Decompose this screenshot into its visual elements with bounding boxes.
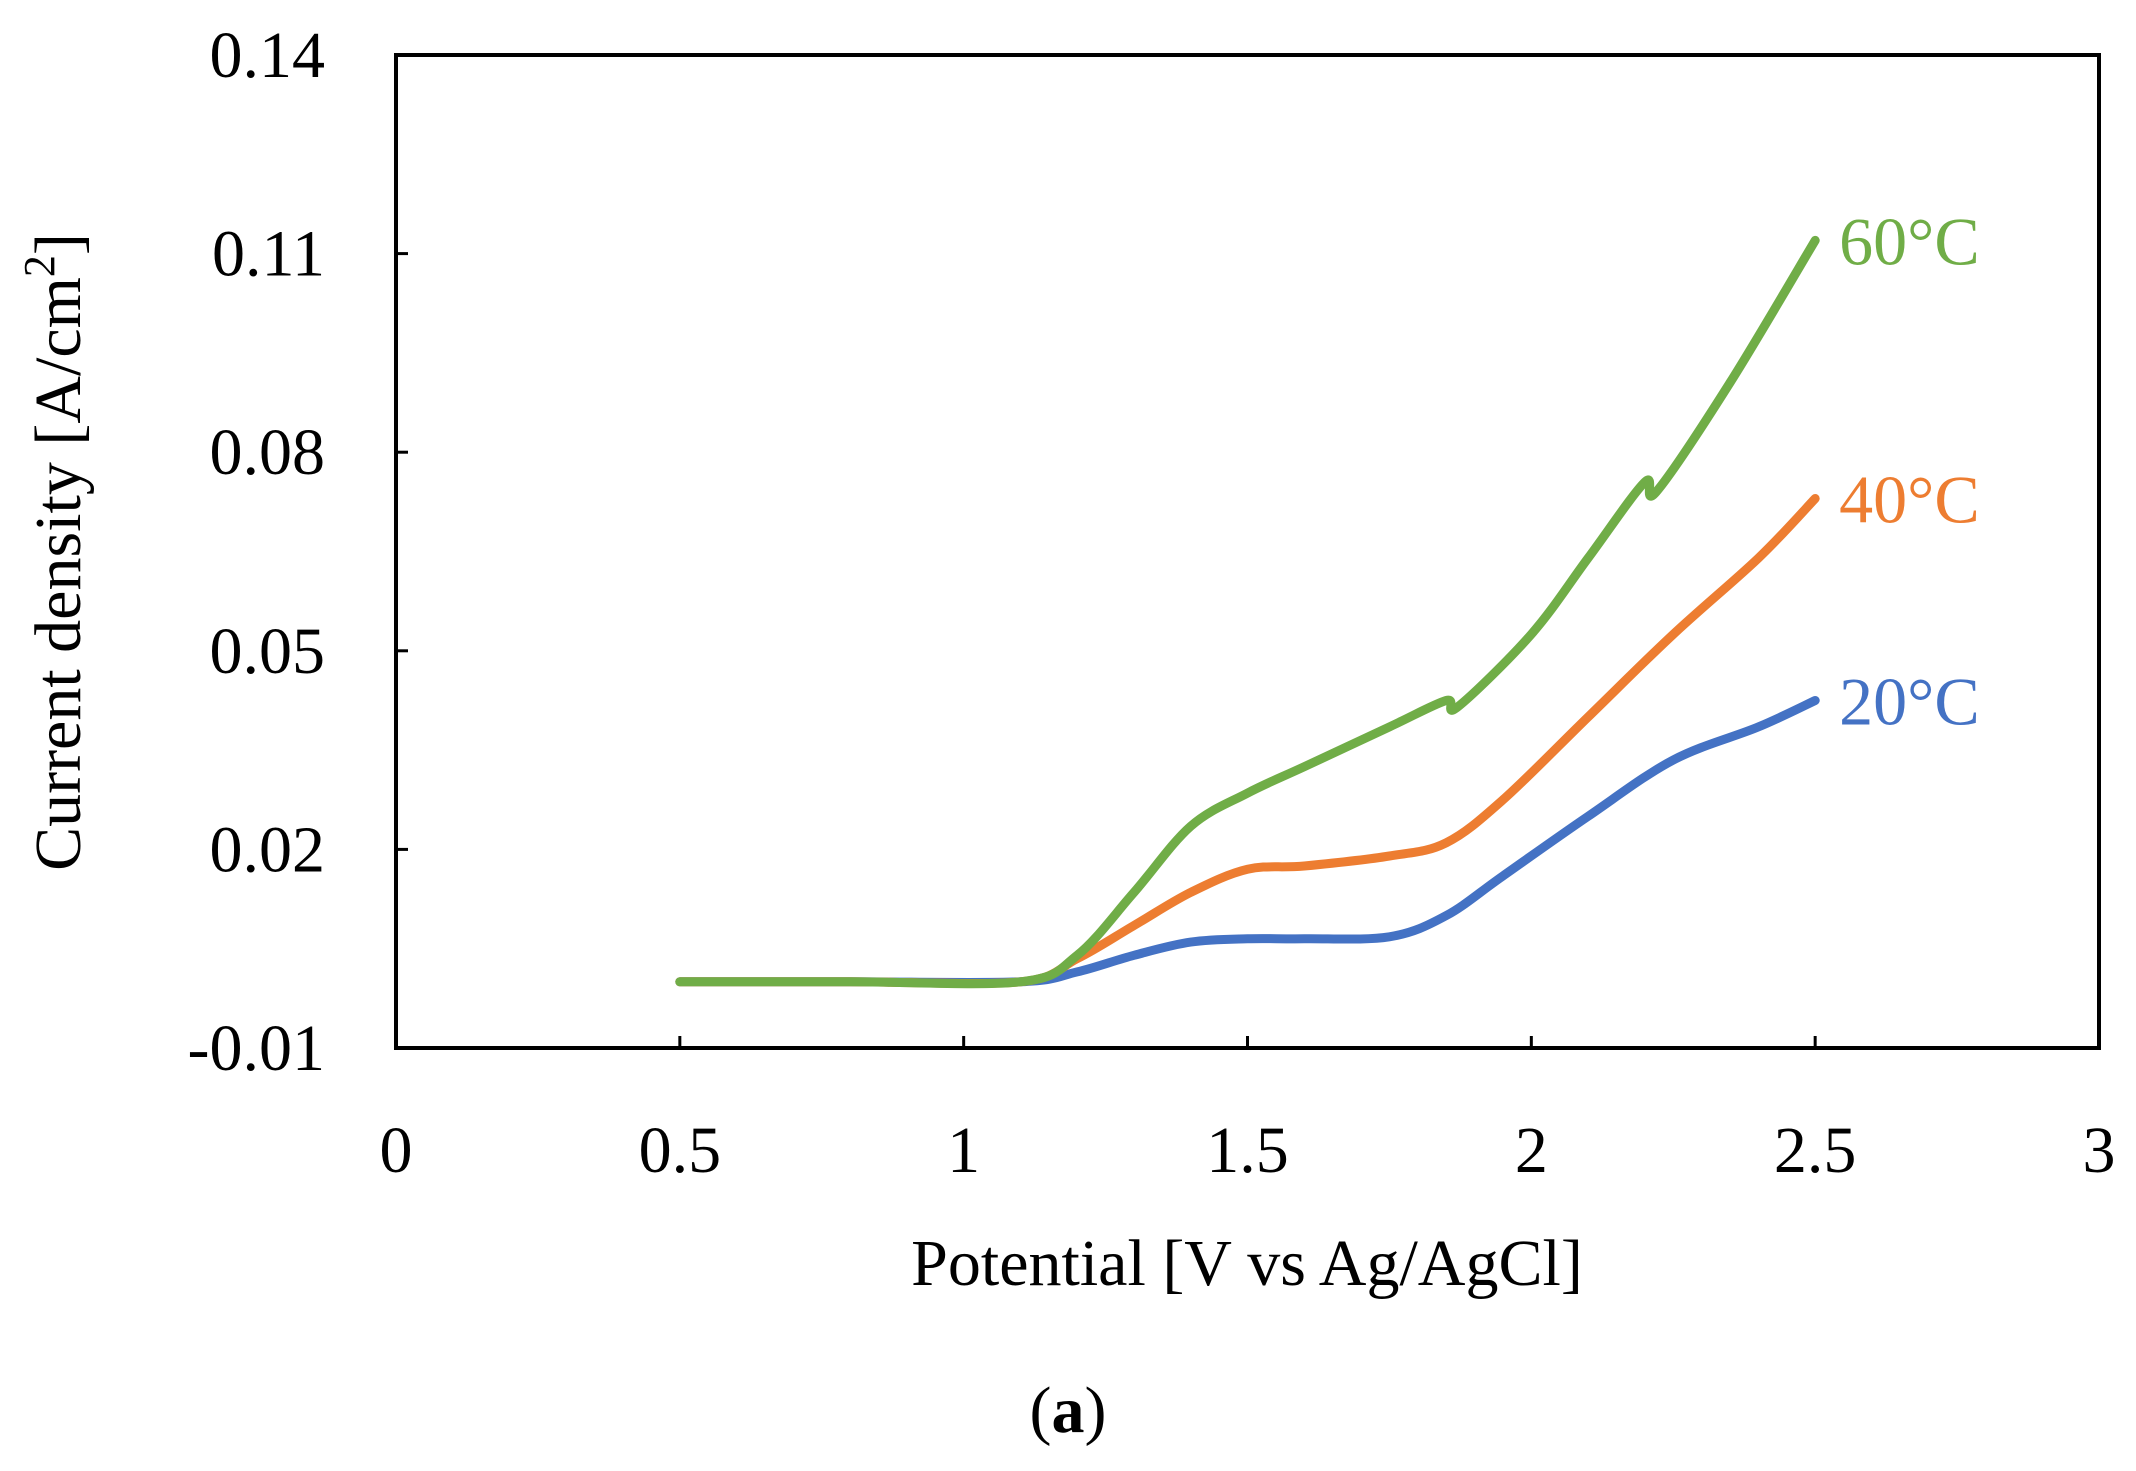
- series-label: 60°C: [1839, 203, 1980, 279]
- series-label: 40°C: [1839, 462, 1980, 538]
- y-tick-label: 0.02: [210, 813, 326, 886]
- series-labels: 20°C 40°C 60°C: [1839, 203, 1980, 739]
- series-label: 20°C: [1839, 663, 1980, 739]
- y-tick-label: -0.01: [188, 1012, 325, 1085]
- plot-frame: [394, 53, 2101, 1050]
- x-tick-label: 1: [947, 1114, 980, 1187]
- y-tick-label: 0.05: [210, 615, 326, 688]
- x-tick-label: 1.5: [1206, 1114, 1289, 1187]
- x-axis-ticks: 0 0.5 1 1.5 2 2.5 3: [380, 1036, 2116, 1187]
- y-tick-label: 0.08: [210, 416, 326, 489]
- y-tick-label: 0.14: [210, 19, 326, 92]
- series-line-1: [675, 494, 1820, 989]
- series-line-2: [675, 235, 1820, 989]
- x-tick-label: 0: [380, 1114, 413, 1187]
- x-axis-title: Potential [V vs Ag/AgCl]: [911, 1227, 1583, 1300]
- y-axis-ticks: -0.01 0.02 0.05 0.08 0.11 0.14: [188, 19, 408, 1085]
- x-tick-label: 2.5: [1774, 1114, 1857, 1187]
- series-line-0: [675, 696, 1820, 988]
- series-lines: [675, 235, 1820, 989]
- x-tick-label: 3: [2083, 1114, 2116, 1187]
- y-axis-title: Current density [A/cm2]: [15, 233, 95, 871]
- x-tick-label: 0.5: [639, 1114, 722, 1187]
- x-tick-label: 2: [1515, 1114, 1548, 1187]
- figure-caption: (a): [1030, 1374, 1107, 1447]
- y-tick-label: 0.11: [212, 218, 325, 291]
